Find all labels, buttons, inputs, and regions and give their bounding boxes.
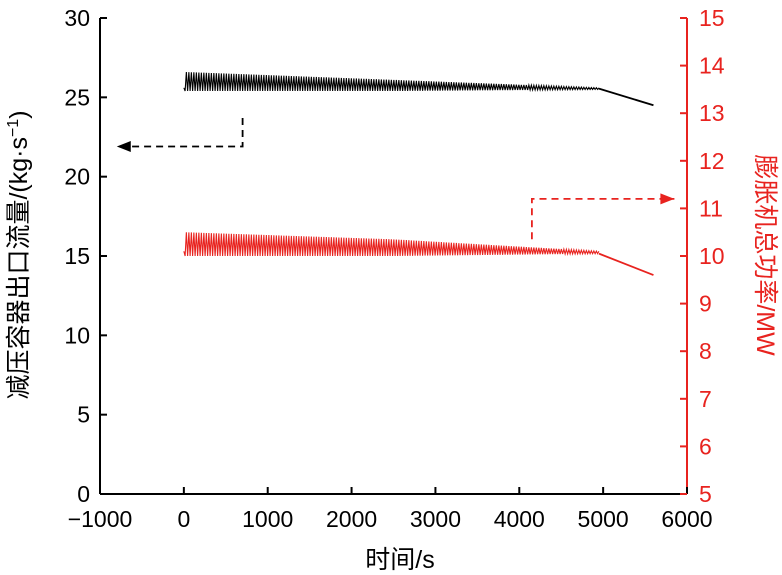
y-left-tick-label-6: 30	[64, 5, 90, 31]
y-left-tick-label-3: 15	[64, 243, 90, 269]
x-tick-label-4: 3000	[410, 506, 461, 532]
x-tick-label-6: 5000	[578, 506, 629, 532]
y-left-axis-title-close: )	[5, 110, 33, 118]
plot-marks	[116, 72, 675, 276]
y-right-tick-label-1: 6	[699, 433, 712, 459]
x-axis-title: 时间/s	[365, 546, 434, 574]
y-right-tick-label-8: 13	[699, 100, 725, 126]
y-right-tick-label-4: 9	[699, 291, 712, 317]
y-right-tick-label-5: 10	[699, 243, 725, 269]
y-left-tick-label-0: 0	[77, 481, 90, 507]
y-left-tick-label-4: 20	[64, 164, 90, 190]
annotation-arrow-2-line	[531, 198, 675, 240]
x-tick-label-1: 0	[177, 506, 190, 532]
y-left-axis-title-main: 减压容器出口流量/(kg·s	[5, 137, 33, 400]
y-right-tick-label-10: 15	[699, 5, 725, 31]
y-left-tick-label-2: 10	[64, 322, 90, 348]
y-right-tick-label-0: 5	[699, 481, 712, 507]
annotation-arrow-1-head	[116, 141, 131, 153]
y-left-tick-label-5: 25	[64, 84, 90, 110]
x-tick-label-5: 4000	[494, 506, 545, 532]
y-right-tick-label-2: 7	[699, 386, 712, 412]
annotation-arrow-1-line	[116, 118, 244, 148]
x-tick-label-2: 1000	[242, 506, 293, 532]
series-1-tail	[598, 87, 654, 107]
y-left-tick-label-1: 5	[77, 402, 90, 428]
y-left-axis-title: 减压容器出口流量/(kg·s−1)	[5, 110, 33, 399]
axes-layer: −1000 0 1000 2000 3000 4000 5000 60000510152025…	[64, 5, 724, 532]
y-right-axis-title: 膨胀机总功率/MW	[751, 154, 779, 356]
y-right-tick-label-7: 12	[699, 148, 725, 174]
y-right-tick-label-9: 14	[699, 53, 725, 79]
x-tick-label-3: 2000	[326, 506, 377, 532]
x-tick-label-7: 6000	[661, 506, 712, 532]
y-right-tick-label-6: 11	[699, 195, 723, 221]
series-2-oscillation	[183, 232, 600, 257]
y-right-tick-label-3: 8	[699, 338, 712, 364]
y-left-axis-title-sup: −1	[5, 119, 22, 137]
x-tick-label-0: −1000	[68, 506, 133, 532]
series-2-tail	[598, 252, 654, 276]
series-1-oscillation	[183, 72, 600, 93]
annotation-arrow-2-head	[660, 193, 675, 205]
